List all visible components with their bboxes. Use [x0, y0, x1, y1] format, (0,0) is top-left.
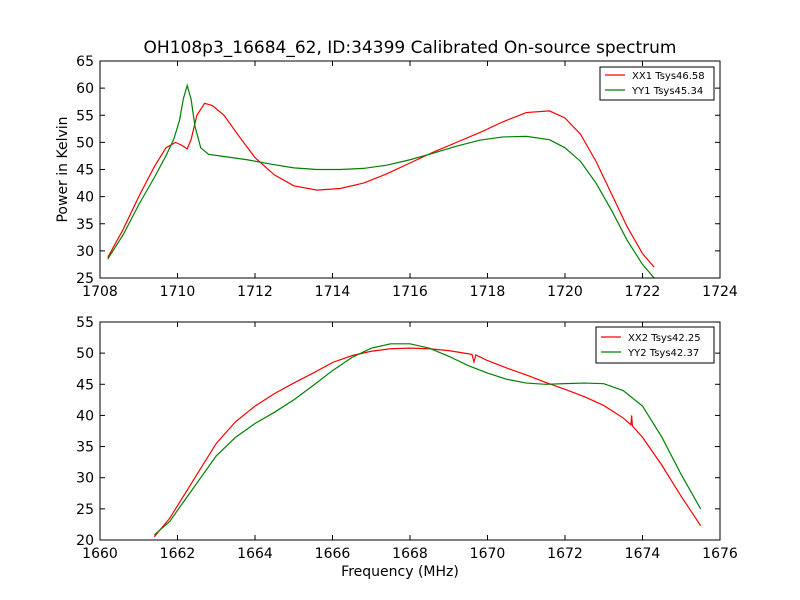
x-tick-label: 1708	[82, 284, 118, 300]
y-tick-label: 30	[76, 244, 94, 260]
x-tick-label: 1716	[392, 284, 428, 300]
x-tick-label: 1672	[547, 546, 583, 562]
series-line-2-1	[153, 347, 702, 538]
x-tick-label: 1666	[315, 546, 351, 562]
y-tick-label: 35	[76, 217, 94, 233]
series-line-2-2	[153, 343, 702, 536]
y-tick-label: 40	[76, 408, 94, 424]
legend-box	[599, 66, 715, 101]
y-tick-label: 30	[76, 471, 94, 487]
x-tick-label: 1712	[237, 284, 273, 300]
top-panel: 1708 1710 1712 1714 1716 1718 1720 1722 1724 25 30…	[55, 54, 738, 300]
x-tick-label: 1714	[315, 284, 351, 300]
y-tick-label: 35	[76, 440, 94, 456]
y-tick-label: 20	[76, 533, 94, 549]
y-tick-label: 25	[76, 502, 94, 518]
x-tick-label: 1668	[392, 546, 428, 562]
y-tick-label: 40	[76, 190, 94, 206]
x-tick-label: 1710	[160, 284, 196, 300]
legend-box	[595, 326, 715, 364]
x-tick-label: 1722	[625, 284, 661, 300]
figure-title: OH108p3_16684_62, ID:34399 Calibrated On…	[144, 38, 677, 58]
y-tick-label: 65	[76, 54, 94, 70]
x-axis-label: Frequency (MHz)	[341, 564, 459, 580]
y-tick-label: 55	[76, 108, 94, 124]
y-tick-label: 55	[76, 315, 94, 331]
x-tick-label: 1718	[470, 284, 506, 300]
x-tick-label: 1674	[625, 546, 661, 562]
x-tick-label: 1720	[547, 284, 583, 300]
x-tick-label: 1676	[702, 546, 738, 562]
legend-entry: YY2 Tsys42.37	[627, 348, 699, 359]
y-tick-label: 45	[76, 163, 94, 179]
y-tick-label: 45	[76, 377, 94, 393]
legend-entry: YY1 Tsys45.34	[631, 86, 703, 97]
x-tick-label: 1724	[702, 284, 738, 300]
legend-entry: XX2 Tsys42.25	[628, 333, 701, 344]
x-tick-label: 1670	[470, 546, 506, 562]
x-tick-label: 1664	[237, 546, 273, 562]
y-axis-label: Power in Kelvin	[55, 116, 71, 222]
y-tick-label: 25	[76, 271, 94, 287]
x-tick-label: 1662	[160, 546, 196, 562]
y-tick-label: 60	[76, 81, 94, 97]
legend-entry: XX1 Tsys46.58	[632, 71, 705, 82]
bottom-panel: 1660 1662 1664 1666 1668 1670 1672 1674 1676 20 25…	[76, 315, 738, 580]
x-tick-label: 1660	[82, 546, 118, 562]
series-line-1-1	[107, 102, 655, 268]
series-line-1-2	[107, 83, 655, 278]
y-tick-label: 50	[76, 346, 94, 362]
y-tick-label: 50	[76, 135, 94, 151]
